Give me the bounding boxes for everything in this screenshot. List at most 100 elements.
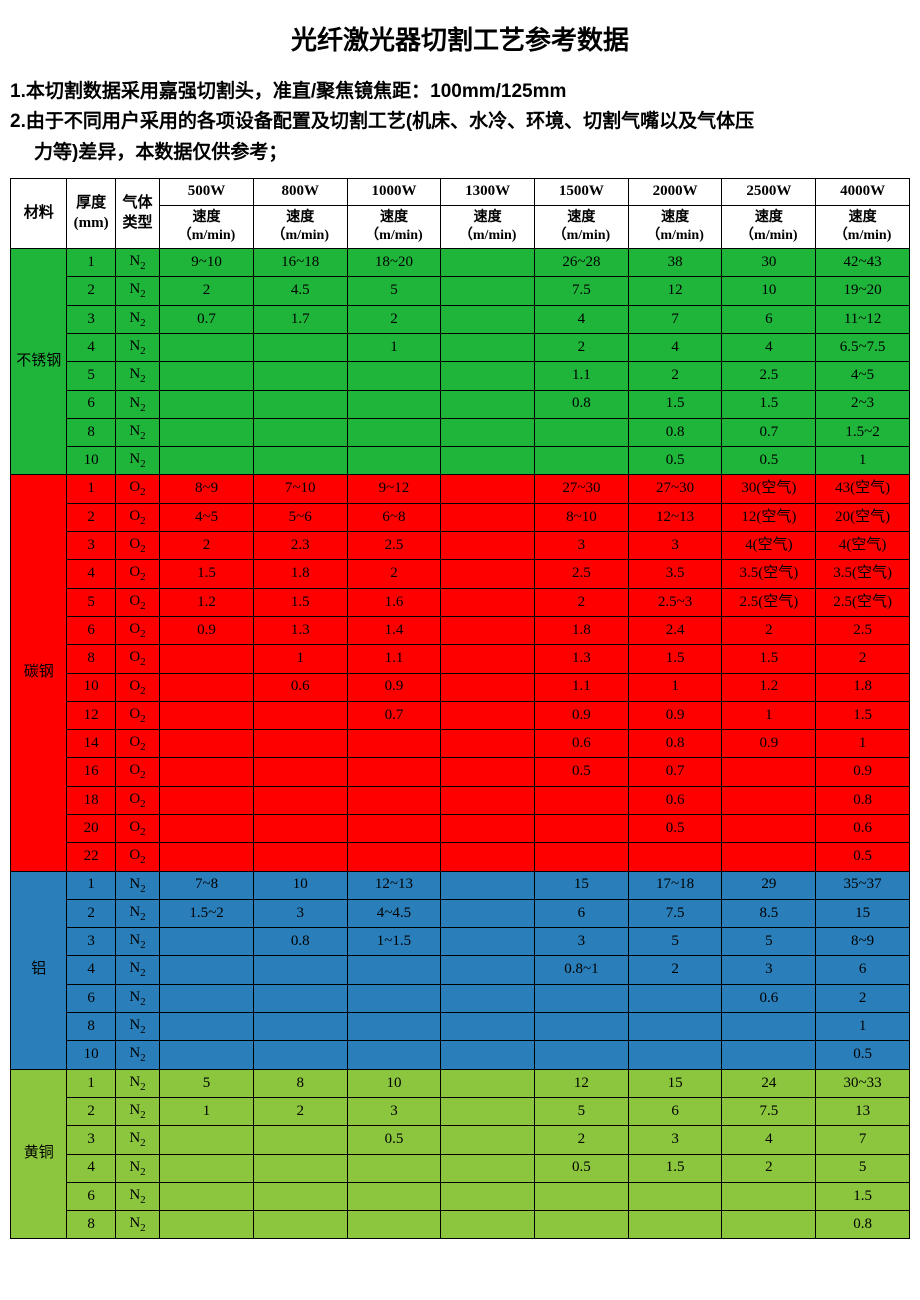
speed-cell: 7.5 bbox=[722, 1097, 816, 1125]
gas-cell: N2 bbox=[115, 1013, 159, 1041]
speed-cell: 1.5 bbox=[722, 645, 816, 673]
speed-cell: 8.5 bbox=[722, 899, 816, 927]
speed-cell: 10 bbox=[253, 871, 347, 899]
speed-cell bbox=[160, 730, 254, 758]
speed-cell bbox=[160, 673, 254, 701]
speed-cell: 0.7 bbox=[722, 418, 816, 446]
thickness-cell: 8 bbox=[67, 645, 115, 673]
speed-cell: 2 bbox=[816, 645, 910, 673]
speed-cell bbox=[441, 503, 535, 531]
speed-cell: 4(空气) bbox=[722, 532, 816, 560]
gas-cell: O2 bbox=[115, 475, 159, 503]
speed-cell: 0.5 bbox=[535, 758, 629, 786]
speed-cell bbox=[347, 984, 441, 1012]
speed-cell: 0.9 bbox=[535, 701, 629, 729]
speed-cell: 1.5 bbox=[722, 390, 816, 418]
speed-cell bbox=[441, 1154, 535, 1182]
gas-cell: N2 bbox=[115, 1126, 159, 1154]
header-gas: 气体类型 bbox=[115, 179, 159, 249]
speed-cell bbox=[160, 701, 254, 729]
gas-cell: N2 bbox=[115, 871, 159, 899]
header-power-5: 2000W bbox=[628, 179, 722, 206]
thickness-cell: 6 bbox=[67, 1182, 115, 1210]
speed-cell bbox=[441, 984, 535, 1012]
thickness-cell: 2 bbox=[67, 899, 115, 927]
note-2b: 力等)差异，本数据仅供参考； bbox=[10, 138, 910, 168]
speed-cell: 1 bbox=[628, 673, 722, 701]
speed-cell bbox=[441, 616, 535, 644]
speed-cell bbox=[628, 1041, 722, 1069]
gas-cell: N2 bbox=[115, 1154, 159, 1182]
header-speed-1: 速度（m/min) bbox=[253, 205, 347, 248]
speed-cell: 2.5~3 bbox=[628, 588, 722, 616]
speed-cell: 35~37 bbox=[816, 871, 910, 899]
thickness-cell: 1 bbox=[67, 249, 115, 277]
speed-cell: 0.6 bbox=[535, 730, 629, 758]
speed-cell: 0.9 bbox=[160, 616, 254, 644]
speed-cell: 3 bbox=[628, 532, 722, 560]
speed-cell bbox=[441, 899, 535, 927]
speed-cell: 7 bbox=[816, 1126, 910, 1154]
speed-cell: 1.5 bbox=[160, 560, 254, 588]
speed-cell bbox=[441, 333, 535, 361]
thickness-cell: 8 bbox=[67, 1013, 115, 1041]
speed-cell bbox=[160, 1126, 254, 1154]
speed-cell bbox=[253, 758, 347, 786]
speed-cell: 2~3 bbox=[816, 390, 910, 418]
speed-cell bbox=[347, 1182, 441, 1210]
speed-cell bbox=[160, 447, 254, 475]
speed-cell bbox=[441, 645, 535, 673]
speed-cell: 0.5 bbox=[722, 447, 816, 475]
speed-cell bbox=[347, 730, 441, 758]
speed-cell bbox=[160, 758, 254, 786]
speed-cell: 0.8 bbox=[628, 418, 722, 446]
gas-cell: N2 bbox=[115, 277, 159, 305]
speed-cell bbox=[347, 1041, 441, 1069]
header-power-0: 500W bbox=[160, 179, 254, 206]
thickness-cell: 2 bbox=[67, 277, 115, 305]
speed-cell: 1.8 bbox=[816, 673, 910, 701]
speed-cell: 2.5 bbox=[816, 616, 910, 644]
table-row: 12O20.70.90.911.5 bbox=[11, 701, 910, 729]
speed-cell bbox=[722, 1211, 816, 1239]
thickness-cell: 22 bbox=[67, 843, 115, 871]
thickness-cell: 3 bbox=[67, 928, 115, 956]
gas-cell: N2 bbox=[115, 447, 159, 475]
speed-cell bbox=[160, 333, 254, 361]
thickness-cell: 4 bbox=[67, 560, 115, 588]
speed-cell: 1.5 bbox=[816, 1182, 910, 1210]
gas-cell: O2 bbox=[115, 814, 159, 842]
speed-cell bbox=[253, 333, 347, 361]
table-body: 不锈钢1N29~1016~1818~2026~28383042~432N224.… bbox=[11, 249, 910, 1239]
header-power-1: 800W bbox=[253, 179, 347, 206]
table-row: 不锈钢1N29~1016~1818~2026~28383042~43 bbox=[11, 249, 910, 277]
thickness-cell: 4 bbox=[67, 333, 115, 361]
speed-cell: 1.5~2 bbox=[160, 899, 254, 927]
speed-cell: 30(空气) bbox=[722, 475, 816, 503]
speed-cell: 9~10 bbox=[160, 249, 254, 277]
speed-cell bbox=[628, 843, 722, 871]
speed-cell bbox=[535, 786, 629, 814]
speed-cell: 1.3 bbox=[535, 645, 629, 673]
speed-cell: 5 bbox=[816, 1154, 910, 1182]
speed-cell bbox=[347, 1211, 441, 1239]
speed-cell: 5 bbox=[628, 928, 722, 956]
speed-cell bbox=[535, 1182, 629, 1210]
speed-cell: 6.5~7.5 bbox=[816, 333, 910, 361]
speed-cell: 1~1.5 bbox=[347, 928, 441, 956]
speed-cell: 0.5 bbox=[628, 814, 722, 842]
speed-cell bbox=[628, 1211, 722, 1239]
speed-cell: 1 bbox=[816, 447, 910, 475]
speed-cell: 0.8 bbox=[816, 1211, 910, 1239]
table-row: 14O20.60.80.91 bbox=[11, 730, 910, 758]
speed-cell: 1.1 bbox=[347, 645, 441, 673]
speed-cell: 2.5(空气) bbox=[816, 588, 910, 616]
speed-cell: 38 bbox=[628, 249, 722, 277]
speed-cell bbox=[160, 1013, 254, 1041]
speed-cell: 2 bbox=[722, 1154, 816, 1182]
speed-cell: 43(空气) bbox=[816, 475, 910, 503]
speed-cell: 3.5 bbox=[628, 560, 722, 588]
speed-cell: 4 bbox=[628, 333, 722, 361]
header-speed-0: 速度（m/min) bbox=[160, 205, 254, 248]
gas-cell: N2 bbox=[115, 305, 159, 333]
